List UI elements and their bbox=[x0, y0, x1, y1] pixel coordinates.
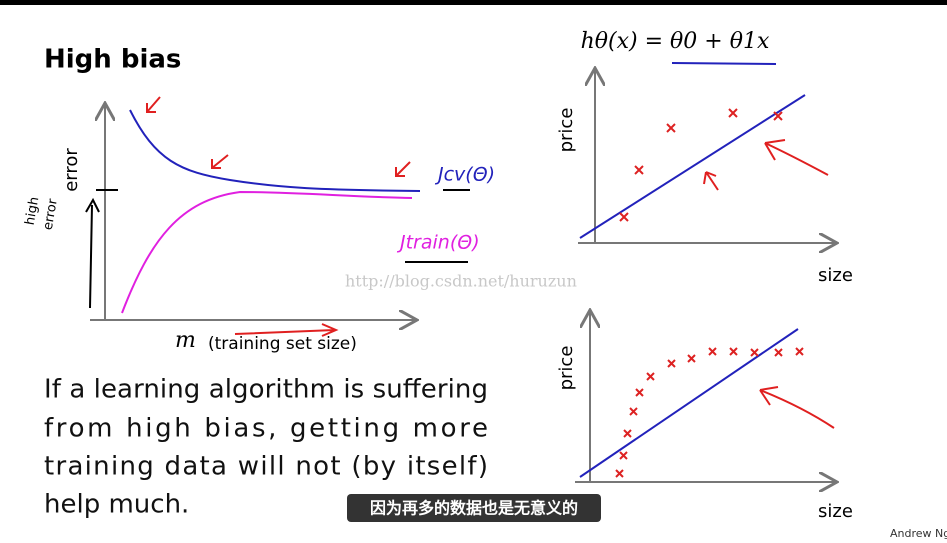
formula: hθ(x) = θ0 + θ1x bbox=[581, 29, 770, 54]
subtitle-box bbox=[347, 494, 601, 522]
slide-title: High bias bbox=[44, 45, 181, 75]
note: high bbox=[23, 196, 43, 227]
body-line: from high bias, getting more bbox=[44, 414, 488, 444]
watermark: http://blog.csdn.net/huruzun bbox=[345, 272, 577, 291]
top-fit-plot: hθ(x) = θ0 + θ1x price size bbox=[556, 29, 853, 286]
y-axis-label: error bbox=[61, 148, 82, 192]
train-label: Jtrain(Θ) bbox=[396, 232, 480, 254]
note: error bbox=[41, 197, 61, 231]
body-line: help much. bbox=[44, 490, 189, 520]
x-axis-label: size bbox=[818, 501, 853, 522]
body-line: training data will not (by itself) bbox=[44, 452, 488, 482]
body-line: If a learning algorithm is suffering bbox=[44, 375, 488, 405]
subtitle: 因为再多的数据也是无意义的 bbox=[370, 499, 578, 518]
train-curve bbox=[121, 190, 413, 314]
cv-curve bbox=[129, 109, 421, 192]
credit: Andrew Ng bbox=[890, 527, 947, 540]
cv-label: Jcv(Θ) bbox=[434, 164, 495, 186]
y-axis-label: price bbox=[556, 346, 577, 391]
x-axis-label: size bbox=[818, 265, 853, 286]
x-axis-label: (training set size) bbox=[208, 334, 357, 354]
bottom-fit-plot: price size bbox=[556, 312, 853, 522]
top-bar bbox=[0, 0, 947, 5]
learning-curve-plot: error m (training set size) Jcv(Θ) Jtrai… bbox=[23, 96, 495, 354]
x-symbol: m bbox=[175, 328, 196, 353]
y-axis-label: price bbox=[556, 108, 577, 153]
